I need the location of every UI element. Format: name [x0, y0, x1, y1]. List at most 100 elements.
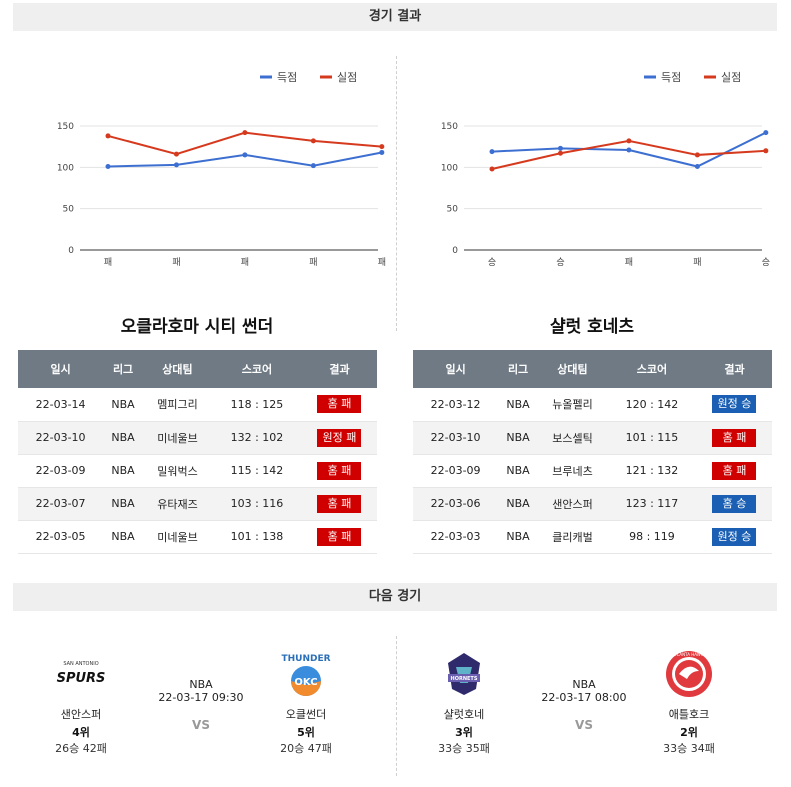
next-game-2[interactable]: HORNETS 샬럿호네 3위 33승 35패 NBA 22-03-17 08:…: [419, 648, 749, 763]
svg-text:THUNDER: THUNDER: [281, 654, 330, 664]
data-point: [105, 164, 111, 170]
cell-opponent: 밀워벅스: [142, 454, 213, 488]
team-rank: 4위: [72, 726, 90, 739]
cell-date: 22-03-05: [18, 520, 104, 554]
charts-divider: [396, 56, 397, 331]
cell-score: 115 : 142: [212, 454, 302, 488]
y-tick-label: 0: [452, 246, 458, 256]
cell-opponent: 보스셀틱: [537, 421, 608, 455]
team-name: 샌안스퍼: [60, 708, 102, 721]
x-tick-label: 패: [693, 257, 701, 268]
home-team[interactable]: HORNETS 샬럿호네 3위 33승 35패: [419, 648, 509, 756]
cell-result: 원정 승: [696, 388, 772, 422]
team-name: 애틀호크: [668, 708, 710, 721]
cell-league: NBA: [498, 520, 538, 554]
x-tick-label: 승: [762, 257, 770, 268]
data-point: [557, 145, 563, 151]
cell-date: 22-03-12: [413, 388, 499, 422]
cell-result: 홈 패: [696, 454, 772, 488]
result-badge: 원정 패: [317, 428, 362, 447]
cell-league: NBA: [498, 388, 538, 422]
team-record: 33승 34패: [663, 742, 715, 755]
next-games-section-header: 다음 경기: [13, 583, 777, 611]
cell-result: 홈 패: [696, 421, 772, 455]
team-record: 33승 35패: [438, 742, 490, 755]
y-tick-label: 0: [68, 246, 74, 256]
x-tick-label: 승: [556, 257, 564, 268]
team-name: 샬럿호네: [443, 708, 485, 721]
result-badge: 홈 패: [317, 527, 362, 546]
results-table-cha: 일시 리그 상대팀 스코어 결과 22-03-12 NBA 뉴올펠리 120 :…: [413, 350, 772, 554]
cell-score: 101 : 138: [212, 520, 302, 554]
data-point: [489, 166, 495, 172]
cell-league: NBA: [498, 487, 538, 521]
y-tick-label: 50: [447, 205, 459, 215]
col-opponent: 상대팀: [142, 350, 213, 388]
result-badge: 원정 승: [712, 395, 757, 414]
y-tick-label: 150: [57, 122, 74, 132]
cell-opponent: 멤피그리: [142, 388, 213, 422]
spurs-logo-icon: SAN ANTONIO SPURS: [51, 648, 111, 700]
results-section-header: 경기 결과: [13, 3, 777, 31]
game-datetime: 22-03-17 09:30: [158, 691, 244, 704]
data-point: [105, 133, 111, 139]
table-row: 22-03-03 NBA 클리캐벌 98 : 119 원정 승: [413, 520, 772, 554]
data-point: [626, 138, 632, 144]
result-badge: 홈 승: [712, 494, 757, 513]
team-rank: 5위: [297, 726, 315, 739]
data-point: [173, 151, 179, 157]
table-row: 22-03-09 NBA 브루네츠 121 : 132 홈 패: [413, 454, 772, 488]
cell-result: 홈 패: [301, 487, 377, 521]
cell-league: NBA: [103, 388, 143, 422]
table-row: 22-03-10 NBA 미네울브 132 : 102 원정 패: [18, 421, 377, 455]
series-line-allowed: [491, 139, 766, 170]
data-point: [242, 152, 248, 158]
data-point: [173, 162, 179, 168]
data-point: [379, 144, 385, 150]
data-point: [379, 149, 385, 155]
away-team[interactable]: THUNDER OKC 오클썬더 5위 20승 47패: [261, 648, 351, 756]
legend-label: 득점: [661, 71, 681, 84]
col-league: 리그: [103, 350, 143, 388]
result-badge: 홈 패: [712, 428, 757, 447]
col-opponent: 상대팀: [537, 350, 608, 388]
cell-league: NBA: [103, 421, 143, 455]
table-header-row: 일시 리그 상대팀 스코어 결과: [413, 350, 772, 388]
result-badge: 홈 패: [317, 494, 362, 513]
svg-text:OKC: OKC: [294, 677, 317, 688]
team-name: 오클썬더: [285, 708, 327, 721]
cell-result: 원정 패: [301, 421, 377, 455]
data-point: [694, 164, 700, 170]
result-badge: 홈 패: [317, 461, 362, 480]
cell-result: 홈 승: [696, 487, 772, 521]
result-badge: 원정 승: [712, 527, 757, 546]
col-result: 결과: [696, 350, 772, 388]
next-game-1[interactable]: SAN ANTONIO SPURS 샌안스퍼 4위 26승 42패 NBA 22…: [36, 648, 366, 763]
cell-date: 22-03-10: [413, 421, 499, 455]
cell-result: 홈 패: [301, 388, 377, 422]
home-team[interactable]: SAN ANTONIO SPURS 샌안스퍼 4위 26승 42패: [36, 648, 126, 756]
svg-text:SPURS: SPURS: [57, 671, 106, 686]
cell-opponent: 샌안스퍼: [537, 487, 608, 521]
cell-league: NBA: [103, 454, 143, 488]
result-badge: 홈 패: [317, 395, 362, 414]
cell-result: 홈 패: [301, 520, 377, 554]
result-badge: 홈 패: [712, 461, 757, 480]
table-row: 22-03-14 NBA 멤피그리 118 : 125 홈 패: [18, 388, 377, 422]
table-header-row: 일시 리그 상대팀 스코어 결과: [18, 350, 377, 388]
data-point: [763, 148, 769, 154]
col-score: 스코어: [212, 350, 302, 388]
x-tick-label: 패: [378, 257, 386, 268]
table-row: 22-03-05 NBA 미네울브 101 : 138 홈 패: [18, 520, 377, 554]
chart-okc-svg: 0 50 100 150 패 패 패 패 패 득점 실점: [57, 71, 386, 268]
thunder-logo-icon: THUNDER OKC: [276, 648, 336, 700]
x-tick-label: 패: [172, 257, 180, 268]
cell-opponent: 미네울브: [142, 421, 213, 455]
cell-score: 120 : 142: [607, 388, 697, 422]
cell-opponent: 미네울브: [142, 520, 213, 554]
away-team[interactable]: ATLANTA HAWKS 애틀호크 2위 33승 34패: [644, 648, 734, 756]
col-date: 일시: [413, 350, 499, 388]
game-info: NBA 22-03-17 09:30 VS: [146, 678, 256, 732]
col-league: 리그: [498, 350, 538, 388]
legend-label: 실점: [337, 71, 357, 84]
